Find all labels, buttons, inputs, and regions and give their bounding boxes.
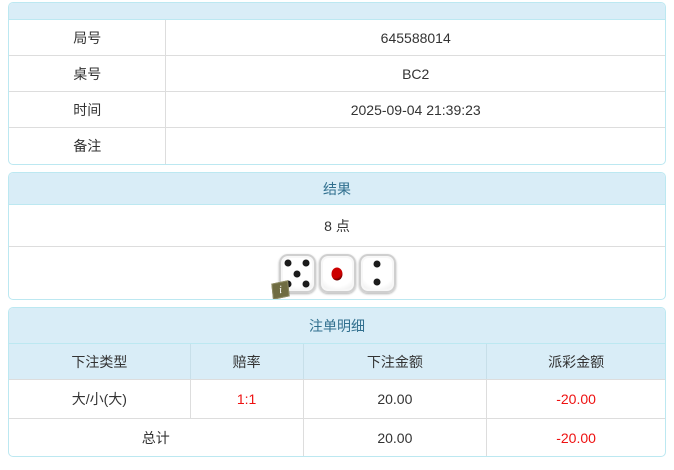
die-pip: [284, 259, 292, 267]
col-header-bet-type: 下注类型: [9, 344, 191, 379]
payout-value: -20.00: [556, 391, 596, 407]
die-3: [358, 253, 396, 293]
total-label: 总计: [9, 419, 304, 456]
result-panel: 结果 8 点 i: [8, 172, 666, 300]
bet-amount-value: 20.00: [304, 380, 488, 418]
time-label: 时间: [9, 92, 167, 127]
result-heading: 结果: [9, 173, 665, 205]
table-id-value: BC2: [402, 65, 430, 82]
round-id-label: 局号: [9, 20, 167, 55]
die-pip: [373, 278, 381, 286]
bet-table-header: 下注类型 赔率 下注金额 派彩金额: [9, 344, 665, 380]
round-id-value: 645588014: [380, 29, 451, 46]
bet-detail-panel: 注单明细 下注类型 赔率 下注金额 派彩金额 大/小(大) 1:1 20.00 …: [8, 307, 666, 457]
die-pip: [302, 259, 310, 267]
remark-label: 备注: [9, 128, 167, 164]
odds-value: 1:1: [191, 380, 304, 418]
bet-type-value: 大/小(大): [9, 380, 191, 418]
col-header-bet-amount: 下注金额: [304, 344, 488, 379]
bet-table-row: 大/小(大) 1:1 20.00 -20.00: [9, 380, 665, 419]
table-row: 桌号 BC2: [9, 56, 665, 92]
die-1: i: [270, 253, 316, 299]
col-header-payout: 派彩金额: [548, 353, 605, 370]
game-info-heading: [9, 3, 665, 20]
table-row: 局号 645588014: [9, 20, 665, 56]
die-2: [318, 253, 356, 293]
dice-row: i: [9, 247, 665, 299]
table-row: 备注: [9, 128, 665, 164]
remark-value: [166, 128, 665, 164]
bet-total-row: 总计 20.00 -20.00: [9, 419, 665, 456]
game-info-panel: 局号 645588014 桌号 BC2 时间 2025-09-04 21:39:…: [8, 2, 666, 165]
col-header-odds: 赔率: [191, 344, 304, 379]
table-id-label: 桌号: [9, 56, 167, 91]
table-row: 时间 2025-09-04 21:39:23: [9, 92, 665, 128]
die-pip: [373, 260, 381, 268]
bet-result-page: 局号 645588014 桌号 BC2 时间 2025-09-04 21:39:…: [8, 2, 666, 457]
result-points: 8 点: [9, 205, 665, 247]
time-value: 2025-09-04 21:39:23: [350, 101, 481, 118]
die-pip: [302, 280, 310, 288]
die-pip: [331, 267, 343, 281]
die-pip: [293, 270, 301, 278]
info-icon[interactable]: i: [270, 279, 290, 299]
bet-detail-heading: 注单明细: [9, 308, 665, 344]
total-payout-amount: -20.00: [556, 429, 596, 446]
total-bet-amount: 20.00: [304, 419, 488, 456]
